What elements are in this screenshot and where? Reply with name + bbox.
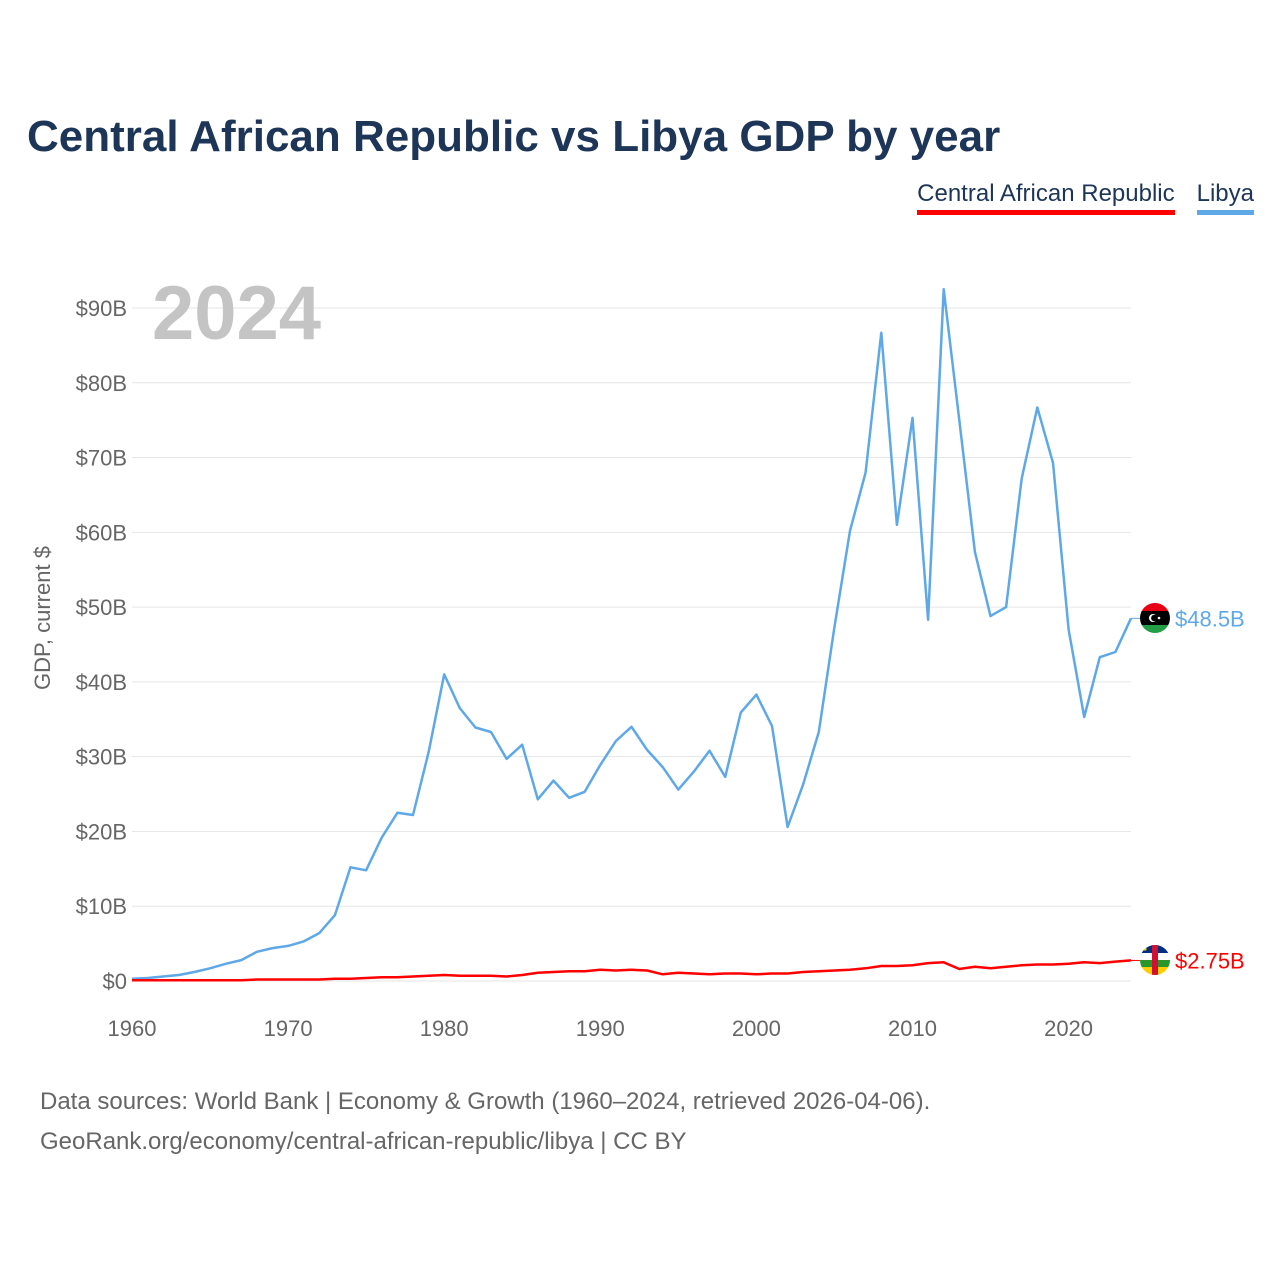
year-watermark: 2024 [152, 271, 321, 356]
source-url: GeoRank.org/economy/central-african-repu… [40, 1128, 687, 1155]
x-tick-label: 2010 [888, 1016, 937, 1041]
y-tick-label: $90B [76, 296, 127, 321]
legend-item-central-african-republic[interactable]: Central African Republic [917, 180, 1175, 215]
y-tick-label: $10B [76, 894, 127, 919]
end-value-label-libya: $48.5B [1175, 606, 1245, 631]
end-value-label-car: $2.75B [1175, 948, 1245, 973]
y-tick-label: $50B [76, 595, 127, 620]
y-tick-label: $60B [76, 520, 127, 545]
chart-title: Central African Republic vs Libya GDP by… [27, 112, 1001, 161]
y-tick-label: $70B [76, 446, 127, 471]
series-line-libya [131, 288, 1133, 981]
y-tick-label: $0 [103, 969, 127, 994]
x-tick-label: 1960 [108, 1016, 157, 1041]
x-tick-label: 1980 [420, 1016, 469, 1041]
y-tick-label: $80B [76, 371, 127, 396]
y-tick-label: $40B [76, 670, 127, 695]
footer: Data sources: World Bank | Economy & Gro… [40, 1082, 930, 1162]
x-tick-label: 2000 [732, 1016, 781, 1041]
y-tick-label: $30B [76, 745, 127, 770]
legend: Central African Republic Libya [917, 180, 1254, 215]
y-axis-title: GDP, current $ [30, 546, 55, 690]
x-tick-label: 1990 [576, 1016, 625, 1041]
x-tick-label: 1970 [264, 1016, 313, 1041]
y-tick-label: $20B [76, 819, 127, 844]
legend-item-libya[interactable]: Libya [1196, 180, 1254, 215]
central-african-republic-flag-icon [1140, 945, 1170, 975]
x-tick-label: 2020 [1044, 1016, 1093, 1041]
libya-flag-icon [1140, 603, 1170, 633]
data-source-note: Data sources: World Bank | Economy & Gro… [40, 1088, 931, 1115]
series-line-car [132, 959, 1132, 982]
